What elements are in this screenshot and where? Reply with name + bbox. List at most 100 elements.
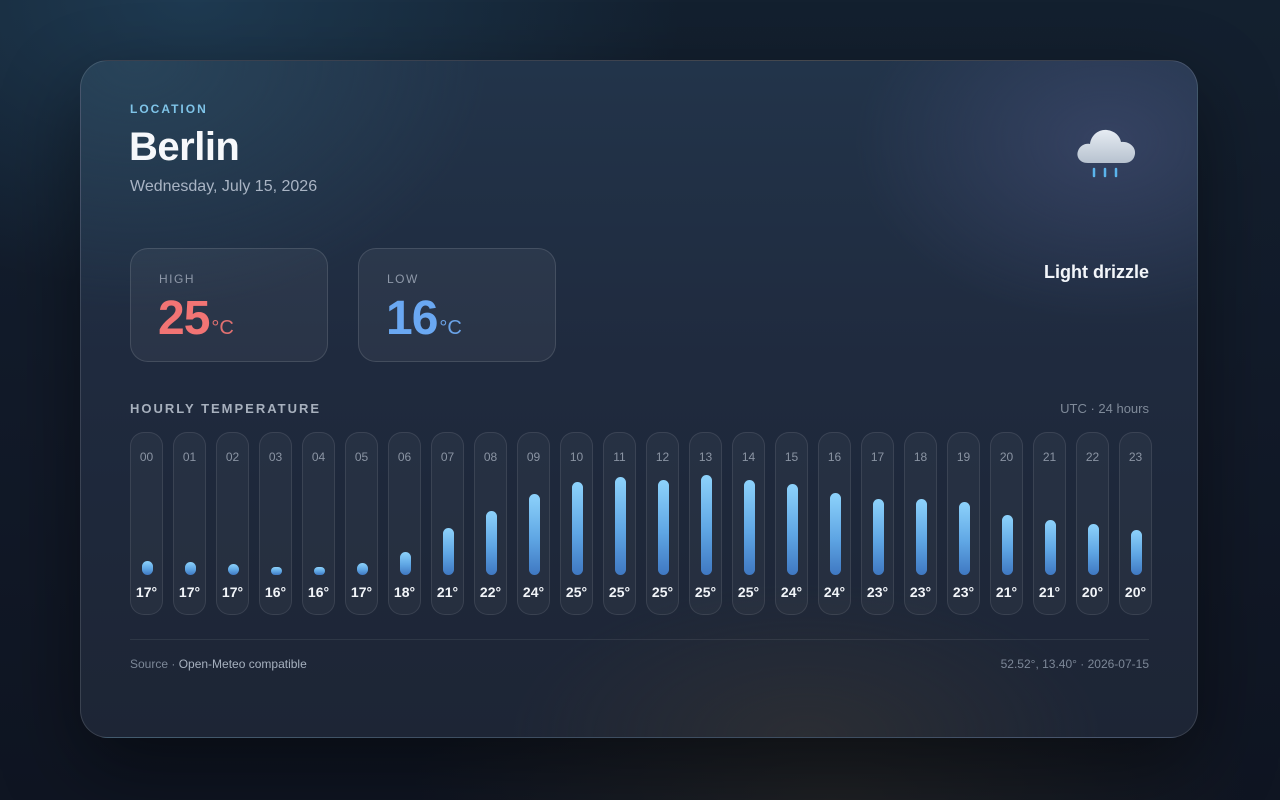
- hour-temp: 20°: [1124, 584, 1147, 600]
- hour-column: 15 24°: [775, 432, 808, 615]
- hour-temp-bar: [1045, 519, 1056, 575]
- hour-temp-bar: [916, 499, 927, 575]
- hour-temp: 16°: [307, 584, 330, 600]
- high-number: 25: [158, 292, 210, 345]
- hour-label: 21: [1042, 450, 1057, 464]
- hour-temp-bar: [486, 510, 497, 575]
- hour-label: 01: [182, 450, 197, 464]
- hour-temp-bar: [572, 482, 583, 575]
- hour-column: 06 18°: [388, 432, 421, 615]
- hour-temp: 20°: [1081, 584, 1104, 600]
- hour-column: 12 25°: [646, 432, 679, 615]
- hour-temp: 21°: [995, 584, 1018, 600]
- hour-temp: 17°: [135, 584, 158, 600]
- hour-temp-bar: [658, 480, 669, 575]
- hour-label: 19: [956, 450, 971, 464]
- hour-temp-bar: [443, 528, 454, 575]
- hour-column: 17 23°: [861, 432, 894, 615]
- hour-column: 01 17°: [173, 432, 206, 615]
- hourly-meta: UTC · 24 hours: [1060, 401, 1149, 416]
- hour-label: 18: [913, 450, 928, 464]
- high-value: 25 °C: [158, 291, 234, 346]
- hour-temp-bar: [271, 566, 282, 575]
- city-name: Berlin: [129, 125, 240, 169]
- hour-temp: 24°: [823, 584, 846, 600]
- hour-temp: 25°: [608, 584, 631, 600]
- date-label: Wednesday, July 15, 2026: [130, 178, 318, 195]
- hour-column: 10 25°: [560, 432, 593, 615]
- hour-temp: 25°: [694, 584, 717, 600]
- hour-temp-bar: [959, 502, 970, 575]
- low-number: 16: [386, 292, 438, 345]
- hour-label: 11: [613, 450, 626, 464]
- hour-column: 05 17°: [345, 432, 378, 615]
- hour-temp-bar: [615, 477, 626, 575]
- hour-column: 09 24°: [517, 432, 550, 615]
- source-name: Open-Meteo compatible: [178, 657, 307, 671]
- hour-label: 14: [741, 450, 756, 464]
- hour-temp: 21°: [1038, 584, 1061, 600]
- hour-temp: 23°: [909, 584, 932, 600]
- hour-label: 23: [1128, 450, 1143, 464]
- high-label: HIGH: [159, 272, 195, 286]
- hour-temp-bar: [873, 499, 884, 575]
- hour-label: 00: [139, 450, 154, 464]
- hour-label: 06: [397, 450, 412, 464]
- hour-label: 04: [311, 450, 326, 464]
- hour-temp-bar: [228, 563, 239, 575]
- high-unit: °C: [211, 317, 234, 339]
- coordinates-label: 52.52°, 13.40° · 2026-07-15: [1000, 657, 1149, 671]
- low-value: 16 °C: [386, 291, 462, 346]
- hour-column: 03 16°: [259, 432, 292, 615]
- hour-temp: 18°: [393, 584, 416, 600]
- hour-column: 21 21°: [1033, 432, 1066, 615]
- hour-temp: 17°: [350, 584, 373, 600]
- hour-label: 09: [526, 450, 541, 464]
- hour-temp-bar: [314, 566, 325, 575]
- hour-label: 10: [569, 450, 584, 464]
- hour-temp-bar: [830, 492, 841, 575]
- hour-temp-bar: [1088, 524, 1099, 575]
- hour-column: 20 21°: [990, 432, 1023, 615]
- low-temp-card: LOW 16 °C: [358, 248, 556, 362]
- hour-label: 07: [440, 450, 455, 464]
- hour-temp: 22°: [479, 584, 502, 600]
- hour-column: 18 23°: [904, 432, 937, 615]
- source-prefix: Source ·: [130, 657, 179, 671]
- hour-temp: 24°: [522, 584, 545, 600]
- hour-temp: 16°: [264, 584, 287, 600]
- hour-label: 22: [1085, 450, 1100, 464]
- hour-label: 16: [827, 450, 842, 464]
- hour-column: 14 25°: [732, 432, 765, 615]
- hour-temp-bar: [357, 562, 368, 575]
- hour-label: 13: [698, 450, 713, 464]
- hour-label: 15: [784, 450, 799, 464]
- hour-temp-bar: [400, 552, 411, 575]
- high-temp-card: HIGH 25 °C: [130, 248, 328, 362]
- footer-divider: [130, 639, 1149, 640]
- hour-label: 17: [870, 450, 885, 464]
- hour-temp-bar: [701, 475, 712, 575]
- cloud-drizzle-icon: [1077, 129, 1136, 178]
- hour-temp-bar: [1131, 530, 1142, 575]
- hour-column: 11 25°: [603, 432, 636, 615]
- hour-temp: 23°: [952, 584, 975, 600]
- hour-column: 19 23°: [947, 432, 980, 615]
- hour-label: 02: [225, 450, 240, 464]
- hour-label: 20: [999, 450, 1014, 464]
- hour-column: 00 17°: [130, 432, 163, 615]
- hour-label: 08: [483, 450, 498, 464]
- hour-label: 05: [354, 450, 369, 464]
- hour-temp-bar: [1002, 514, 1013, 575]
- source-label: Source · Open-Meteo compatible: [130, 657, 307, 671]
- location-label: LOCATION: [130, 102, 208, 116]
- hourly-forecast: 00 17° 01 17° 02 17° 03 16° 04 16° 05 17° 06 18° 07 21°…: [130, 432, 1152, 615]
- hour-temp-bar: [142, 560, 153, 575]
- hour-temp-bar: [185, 561, 196, 575]
- hour-label: 12: [655, 450, 670, 464]
- hour-temp: 25°: [737, 584, 760, 600]
- hour-column: 07 21°: [431, 432, 464, 615]
- hour-temp: 17°: [178, 584, 201, 600]
- hour-temp: 23°: [866, 584, 889, 600]
- hourly-title: HOURLY TEMPERATURE: [130, 401, 322, 416]
